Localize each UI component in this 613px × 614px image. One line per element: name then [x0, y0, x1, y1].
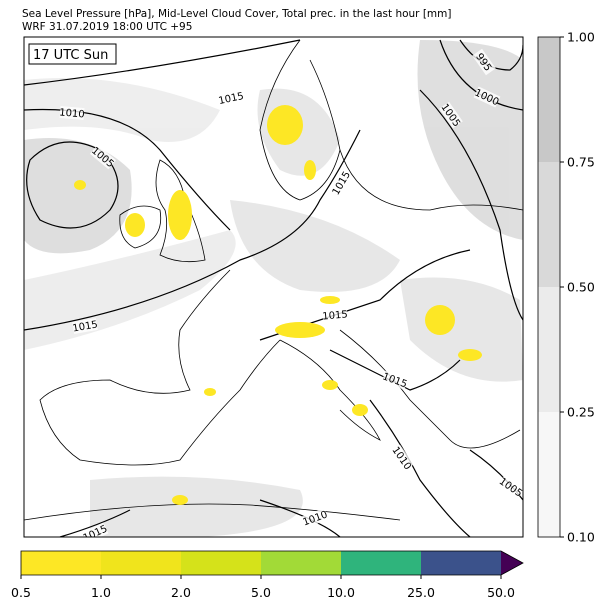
precip-color-segment	[341, 551, 421, 575]
isobar-label-bg	[81, 522, 109, 537]
cloud-tick-label: 1.00	[567, 30, 595, 45]
precip-tick-label: 1.0	[91, 585, 111, 600]
precip-color-segment	[181, 551, 261, 575]
precip-tick-label: 10.0	[327, 585, 355, 600]
map-frame	[23, 36, 524, 538]
cloud-color-segment	[538, 412, 560, 537]
cloud-tick-label: 0.75	[567, 155, 595, 170]
isobar-label-bg	[381, 370, 409, 390]
precip-tick-label: 5.0	[251, 585, 271, 600]
map: 1015101010059951000100510151015101510151…	[24, 37, 523, 537]
isobar-label-bg	[301, 508, 329, 528]
precip-tick-label: 2.0	[171, 585, 191, 600]
cloud-tick-label: 0.25	[567, 405, 595, 420]
isobar-label-bg	[473, 86, 501, 108]
isobar-label-bg	[390, 444, 414, 472]
precip-tick-label: 50.0	[487, 585, 515, 600]
title: Sea Level Pressure [hPa], Mid-Level Clou…	[22, 8, 452, 20]
isobar-label-bg	[322, 307, 348, 323]
isobar-label-bg	[497, 475, 523, 499]
isobar-label-bg	[59, 105, 85, 121]
cloud-tick-label: 0.50	[567, 280, 595, 295]
precip-colorbar-frame	[20, 550, 524, 576]
isobar-label-bg	[439, 101, 463, 129]
precip-tick-label: 0.5	[11, 585, 31, 600]
cloud-tick-label: 0.10	[567, 530, 595, 545]
cloud-color-segment	[538, 162, 560, 287]
isobar-label: 1015	[72, 319, 99, 334]
isobar-label: 1015	[218, 91, 245, 107]
cloud-color-segment	[538, 287, 560, 412]
subtitle: WRF 31.07.2019 18:00 UTC +95	[22, 21, 192, 33]
precip-extend	[501, 551, 523, 575]
precipitation	[74, 105, 482, 505]
precip-tick-label: 25.0	[407, 585, 435, 600]
isobar-label-bg	[218, 89, 244, 107]
coastlines	[24, 39, 523, 521]
time-label: 17 UTC Sun	[33, 48, 108, 63]
precip-color-segment	[261, 551, 341, 575]
precip-color-segment	[101, 551, 181, 575]
time-box	[28, 43, 117, 65]
isobar-label: 1010	[59, 107, 85, 120]
cloud-color-segment	[538, 37, 560, 162]
isobar-label-bg	[72, 318, 98, 334]
isobar-label-bg	[329, 169, 353, 197]
precip-color-segment	[421, 551, 501, 575]
precip-color-segment	[21, 551, 101, 575]
isobar-label-bg	[472, 48, 496, 76]
isobar-label-bg	[89, 144, 117, 170]
isobar-label: 1015	[322, 309, 348, 322]
